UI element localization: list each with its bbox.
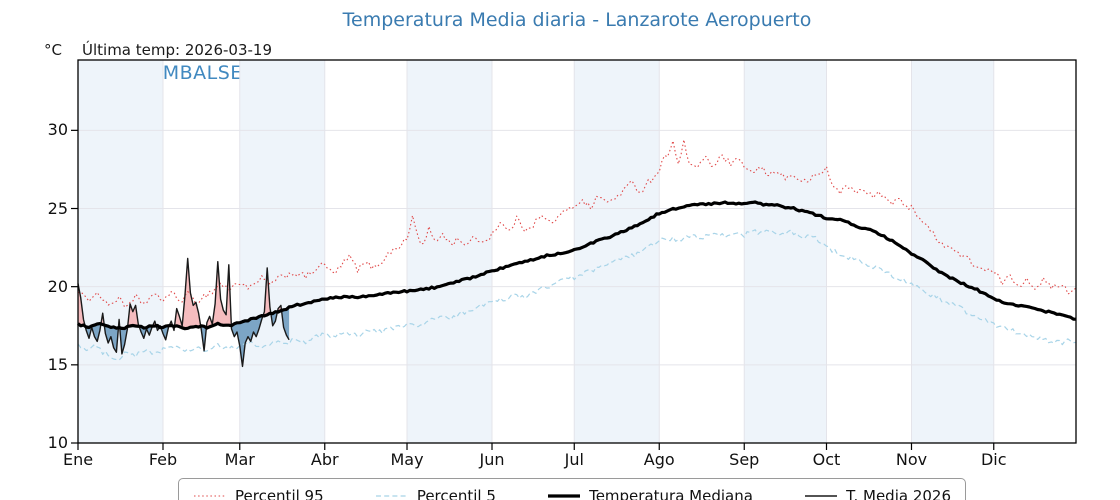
fill-above-median xyxy=(206,261,232,329)
y-tick-label: 15 xyxy=(47,354,68,374)
x-tick-label-may: May xyxy=(390,450,424,469)
fill-above-median xyxy=(127,303,140,327)
legend-line-sample xyxy=(375,495,408,497)
chart-legend: Percentil 95 Percentil 5 Temperatura Media… xyxy=(178,478,966,500)
month-band xyxy=(78,60,163,443)
plot-border xyxy=(77,59,1077,444)
legend-label: Temperatura Mediana xyxy=(589,487,753,500)
y-tick-label: 20 xyxy=(47,276,68,296)
series-temperatura-mediana xyxy=(76,200,1077,331)
legend-item-percentil-5: Percentil 5 xyxy=(375,487,496,500)
x-tick-label-nov: Nov xyxy=(895,450,928,469)
y-tick-label: 30 xyxy=(47,120,68,140)
x-tick-label-ene: Ene xyxy=(62,450,94,469)
series-percentil-5 xyxy=(77,229,1077,361)
chart-title: Temperatura Media diaria - Lanzarote Aer… xyxy=(342,9,812,31)
month-band xyxy=(239,60,325,443)
fill-below-median xyxy=(281,306,290,340)
last-temp-label: Última temp: 2026-03-19 xyxy=(82,41,273,59)
month-band xyxy=(744,60,827,443)
legend-line-sample xyxy=(805,495,838,497)
legend-label: T. Media 2026 xyxy=(846,487,951,500)
x-tick-label-feb: Feb xyxy=(148,450,178,469)
x-tick-label-jul: Jul xyxy=(564,450,584,469)
legend-line-sample xyxy=(548,494,581,498)
x-tick-label-jun: Jun xyxy=(479,450,505,469)
legend-line-sample xyxy=(194,495,226,497)
x-tick-label-oct: Oct xyxy=(812,450,841,469)
y-tick-label: 10 xyxy=(47,433,68,452)
month-band xyxy=(911,60,994,443)
y-tick-label: 25 xyxy=(47,198,68,218)
x-tick-label-dic: Dic xyxy=(980,450,1007,469)
fill-below-median xyxy=(160,325,170,340)
x-tick-label-mar: Mar xyxy=(224,450,255,469)
x-tick-label-ago: Ago xyxy=(643,450,675,469)
x-tick-label-sep: Sep xyxy=(729,450,760,469)
fill-below-median xyxy=(231,315,263,367)
legend-item-temperatura-mediana: Temperatura Mediana xyxy=(547,487,753,500)
legend-label: Percentil 95 xyxy=(235,487,324,500)
x-tick-label-abr: Abr xyxy=(310,450,339,469)
y-axis-unit-label: °C xyxy=(44,41,62,59)
fill-below-median xyxy=(104,325,119,353)
month-band xyxy=(574,60,660,443)
legend-item-percentil-95: Percentil 95 xyxy=(193,487,324,500)
month-band xyxy=(407,60,493,443)
legend-label: Percentil 5 xyxy=(416,487,496,500)
fill-above-median xyxy=(174,258,201,329)
legend-item-t-media-2026: T. Media 2026 xyxy=(804,487,951,500)
series-t-media-2026 xyxy=(77,257,290,368)
